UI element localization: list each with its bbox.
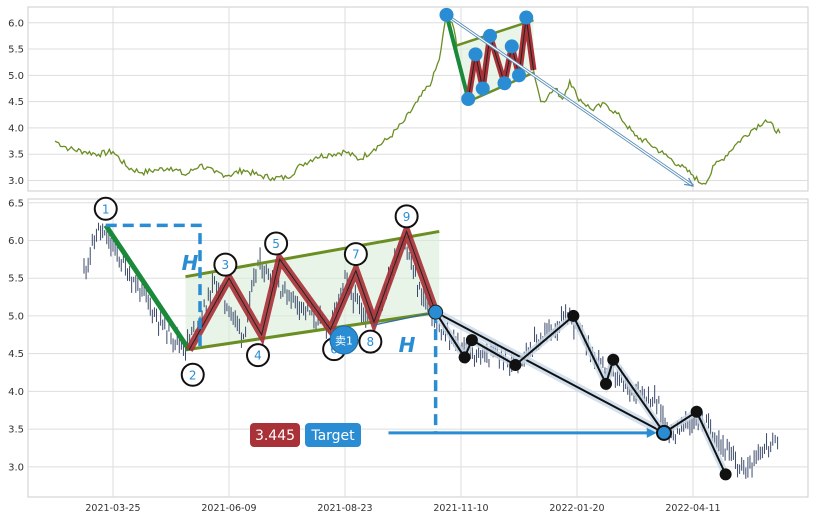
top-y-tick-label: 5.0: [8, 71, 24, 82]
bottom-numbered-point: [264, 231, 289, 256]
top-y-tick-label: 6.0: [8, 18, 24, 29]
bottom-numbered-point-label: 8: [367, 335, 375, 349]
bottom-numbered-point: [93, 196, 118, 221]
top-pattern-point: [461, 92, 476, 106]
bottom-numbered-point-label: 5: [272, 237, 280, 251]
bottom-y-tick-label: 4.5: [8, 349, 24, 360]
bottom-black-point: [509, 358, 522, 371]
bottom-numbered-point: [246, 343, 270, 368]
bottom-numbered-point-label: 7: [352, 248, 360, 262]
bottom-target-badge: [305, 423, 361, 447]
top-pattern-point: [512, 68, 526, 83]
bottom-y-tick-label: 5.5: [8, 274, 24, 285]
top-y-tick-label: 5.5: [8, 45, 24, 56]
bottom-numbered-point: [343, 242, 368, 267]
bottom-sell-badge: [329, 325, 359, 355]
bottom-target-value-badge: [250, 423, 300, 447]
bottom-numbered-point-label: 3: [222, 258, 230, 272]
bottom-y-tick-label: 3.5: [8, 425, 24, 436]
top-pattern-point: [468, 47, 483, 62]
bottom-breakout-point: [428, 304, 444, 320]
bottom-y-tick-label: 6.0: [8, 236, 24, 247]
bottom-target-point: [656, 424, 672, 441]
bottom-black-point: [690, 405, 703, 418]
top-y-tick-label: 4.5: [8, 97, 24, 108]
bottom-black-point: [600, 377, 612, 390]
bottom-h-label-1: H: [182, 251, 199, 275]
top-pattern-point: [504, 39, 519, 54]
bottom-y-tick-label: 4.0: [8, 387, 24, 398]
bottom-zigzag-core: [188, 229, 437, 351]
bottom-x-tick-label: 2021-11-10: [433, 503, 488, 514]
bottom-y-tick-label: 3.0: [8, 462, 24, 473]
bottom-numbered-point: [213, 252, 238, 277]
bottom-target-label: Target: [310, 428, 355, 444]
bottom-x-tick-label: 2022-01-20: [549, 503, 604, 514]
bottom-x-tick-label: 2021-08-23: [317, 503, 372, 514]
bottom-black-point: [567, 309, 580, 322]
top-pattern-point: [519, 10, 534, 25]
bottom-numbered-point-label: 2: [189, 368, 197, 382]
bottom-numbered-point: [180, 362, 205, 387]
bottom-numbered-point-label: 1: [102, 202, 110, 216]
bottom-x-tick-label: 2021-03-25: [85, 503, 140, 514]
bottom-panel: 3.0 3.5 4.0 4.5 5.0 5.5 6.0 6.5 2021-03-25 2021-0…: [8, 196, 809, 514]
bottom-black-point: [465, 334, 478, 347]
bottom-numbered-point: [358, 329, 383, 354]
top-y-tick-label: 4.0: [8, 123, 24, 134]
bottom-sell-badge-label: 卖1: [335, 335, 353, 348]
bottom-y-tick-label: 5.0: [8, 311, 24, 322]
top-pattern-point: [439, 7, 454, 22]
top-downtrend-line: [444, 14, 471, 100]
bottom-projection-line: [435, 311, 665, 434]
bottom-h-label-2: H: [399, 333, 416, 357]
top-panel: 3.0 3.5 4.0 4.5 5.0 5.5 6.0: [8, 6, 809, 192]
bottom-downtrend-line: [103, 224, 192, 352]
bottom-h-dashed-box: [105, 223, 202, 350]
top-pattern-point: [497, 76, 512, 91]
top-price-line: [54, 13, 781, 185]
bottom-sell-line: [373, 311, 436, 326]
bottom-black-point: [458, 351, 471, 364]
bottom-pattern-lower-line: [185, 310, 440, 352]
bottom-y-tick-label: 6.5: [8, 198, 24, 209]
bottom-numbered-point-label: 4: [254, 349, 262, 363]
top-arrow-head: [684, 177, 695, 187]
top-y-tick-label: 3.0: [8, 176, 24, 187]
bottom-numbered-point-label: 9: [403, 210, 411, 224]
bottom-x-tick-label: 2021-06-09: [201, 503, 256, 514]
top-projection-arrow-core: [446, 14, 694, 187]
top-pattern-point: [483, 28, 497, 43]
bottom-x-tick-label: 2022-04-11: [665, 503, 720, 514]
bottom-black-point: [607, 353, 620, 366]
top-y-tick-label: 3.5: [8, 150, 24, 161]
bottom-target-value-label: 3.445: [255, 428, 295, 444]
top-pattern-point: [475, 81, 490, 96]
bottom-target-arrow-head: [646, 427, 657, 438]
bottom-black-point: [719, 468, 732, 481]
bottom-numbered-point: [394, 204, 419, 229]
bottom-black-path: [434, 311, 727, 475]
